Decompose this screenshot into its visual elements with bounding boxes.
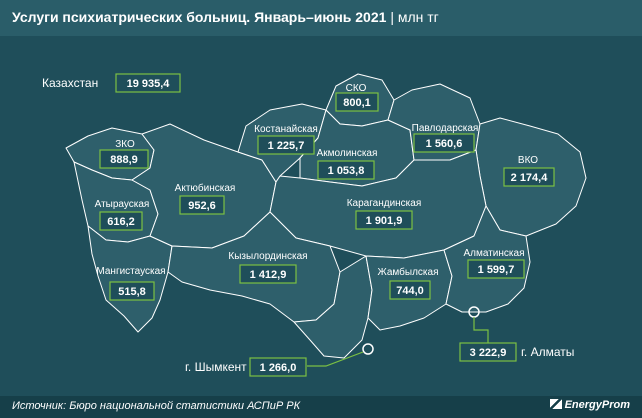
region-value-mangystau: 515,8: [118, 286, 146, 298]
region-label-zko: ЗКО: [115, 139, 135, 150]
region-box-atyrau: [99, 211, 143, 231]
brand-logo: EnergyProm: [549, 399, 630, 411]
source-note: Источник: Бюро национальной статистики А…: [12, 400, 301, 412]
region-mangystau: [87, 225, 173, 333]
header-bar: Услуги психиатрических больниц. Январь–и…: [0, 0, 642, 36]
region-value-zhambyl: 744,0: [396, 285, 424, 297]
region-label-pavlodar: Павлодарская: [412, 123, 479, 134]
region-box-pavlodar: [413, 133, 475, 153]
kazakhstan-map: Казахстан 19 935,4 ЗКО 888,9 Атырауская …: [42, 73, 587, 377]
region-value-sko: 800,1: [343, 97, 371, 109]
kazakhstan-value-box: [115, 73, 181, 93]
region-box-karaganda: [355, 210, 413, 230]
region-value-akmola: 1 053,8: [328, 165, 365, 177]
region-label-vko: ВКО: [518, 155, 538, 166]
region-value-almaty-obl: 1 599,7: [478, 264, 515, 276]
city-value-almaty: 3 222,9: [470, 347, 507, 359]
region-box-almaty-obl: [467, 259, 525, 279]
city-label-shymkent: г. Шымкент: [185, 360, 247, 374]
region-value-vko: 2 174,4: [511, 172, 549, 184]
region-label-mangystau: Мангистауская: [96, 266, 165, 277]
region-value-kostanay: 1 225,7: [268, 140, 305, 152]
region-value-karaganda: 1 901,9: [366, 215, 403, 227]
brand-name: EnergyProm: [564, 399, 630, 411]
city-box-almaty: [459, 342, 517, 362]
region-box-kyzylorda: [239, 264, 297, 284]
region-label-sko: СКО: [346, 83, 367, 94]
region-value-aktobe: 952,6: [188, 200, 216, 212]
region-box-zko: [99, 149, 149, 169]
region-label-aktobe: Актюбинская: [175, 182, 236, 194]
region-box-vko: [503, 167, 555, 187]
kazakhstan-label: Казахстан: [42, 76, 98, 90]
region-almaty-obl: [443, 205, 531, 313]
shymkent-leader: [307, 351, 364, 367]
kazakhstan-value: 19 935,4: [127, 78, 171, 90]
region-label-karaganda: Карагандинская: [347, 198, 422, 209]
energyprom-logo-icon: [549, 399, 562, 409]
leader-lines: [307, 317, 489, 367]
region-box-aktobe: [179, 195, 225, 215]
city-box-shymkent: [249, 357, 307, 377]
shymkent-marker: [362, 343, 374, 355]
region-box-sko: [335, 92, 379, 112]
region-label-kyzylorda: Кызылординская: [228, 251, 307, 262]
region-label-akmola: Акмолинская: [317, 148, 378, 159]
region-label-kostanay: Костанайская: [254, 124, 318, 135]
title-unit: млн тг: [397, 9, 439, 25]
title-separator: |: [390, 9, 394, 25]
title-text: Услуги психиатрических больниц. Январь–и…: [12, 9, 387, 25]
city-value-shymkent: 1 266,0: [260, 362, 297, 374]
almaty-leader: [473, 317, 489, 343]
region-box-mangystau: [109, 281, 155, 301]
region-label-zhambyl: Жамбылская: [378, 266, 439, 278]
page-title: Услуги психиатрических больниц. Январь–и…: [12, 9, 439, 25]
city-label-almaty: г. Алматы: [521, 345, 574, 359]
region-label-atyrau: Атырауская: [95, 199, 150, 210]
region-box-zhambyl: [389, 280, 431, 300]
region-value-kyzylorda: 1 412,9: [250, 269, 287, 281]
region-value-atyrau: 616,2: [107, 216, 135, 228]
region-value-pavlodar: 1 560,6: [426, 138, 463, 150]
region-label-almaty-obl: Алматинская: [464, 248, 525, 259]
region-box-akmola: [317, 160, 375, 180]
region-box-kostanay: [257, 135, 315, 155]
footer-bar: Источник: Бюро национальной статистики А…: [0, 396, 642, 418]
region-value-zko: 888,9: [110, 154, 138, 166]
